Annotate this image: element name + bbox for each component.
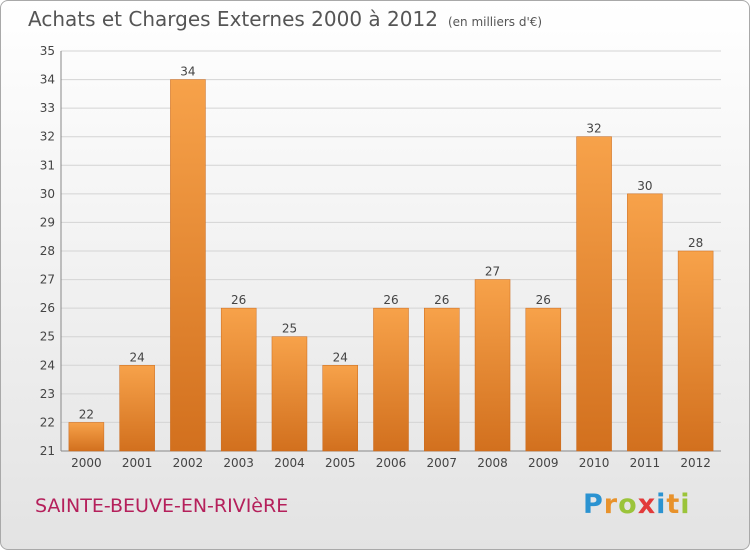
- value-label: 26: [231, 293, 246, 307]
- bar: [170, 79, 206, 452]
- y-tick-label: 22: [40, 415, 55, 429]
- value-label: 24: [333, 350, 348, 364]
- y-tick-label: 33: [40, 101, 55, 115]
- chart-title-text: Achats et Charges Externes 2000 à 2012: [28, 7, 438, 31]
- value-label: 25: [282, 322, 297, 336]
- chart-subtitle: (en milliers d'€): [447, 15, 543, 29]
- x-tick-label: 2000: [71, 456, 102, 470]
- y-tick-label: 26: [40, 301, 55, 315]
- y-tick-label: 23: [40, 387, 55, 401]
- bar: [677, 250, 714, 452]
- bar: [220, 307, 257, 452]
- proxiti-logo: Proxiti: [583, 489, 691, 520]
- bar: [271, 336, 308, 452]
- value-label: 26: [434, 293, 449, 307]
- y-tick-label: 30: [40, 187, 55, 201]
- y-tick-label: 25: [40, 330, 55, 344]
- bars: [68, 79, 714, 452]
- value-label: 34: [180, 65, 195, 79]
- x-tick-label: 2012: [680, 456, 711, 470]
- value-labels: 22 24 34 26 25 24 26 26 27 26 32 30 28: [79, 65, 704, 422]
- bar: [119, 365, 155, 452]
- value-label: 30: [637, 179, 652, 193]
- y-tick-label: 27: [40, 273, 55, 287]
- x-tick-label: 2001: [122, 456, 153, 470]
- bar: [373, 307, 409, 452]
- city-name: SAINTE-BEUVE-EN-RIVIèRE: [35, 495, 289, 517]
- value-label: 26: [536, 293, 551, 307]
- x-tick-label: 2002: [173, 456, 204, 470]
- x-tick-label: 2005: [325, 456, 356, 470]
- value-label: 26: [383, 293, 398, 307]
- y-tick-label: 31: [40, 158, 55, 172]
- y-tick-label: 34: [40, 73, 55, 87]
- bar: [424, 307, 460, 452]
- value-label: 24: [130, 350, 145, 364]
- x-tick-label: 2006: [376, 456, 407, 470]
- bar: [322, 365, 358, 452]
- x-tick-label: 2010: [579, 456, 610, 470]
- y-tick-label: 35: [40, 44, 55, 58]
- x-tick-label: 2003: [223, 456, 254, 470]
- bar: [525, 307, 562, 452]
- y-tick-label: 32: [40, 130, 55, 144]
- x-tick-label: 2011: [630, 456, 661, 470]
- y-tick-label: 21: [40, 444, 55, 458]
- y-tick-label: 28: [40, 244, 55, 258]
- x-tick-label: 2009: [528, 456, 559, 470]
- bar: [68, 422, 105, 452]
- chart-title: Achats et Charges Externes 2000 à 2012 (e…: [28, 7, 542, 31]
- bar: [576, 136, 612, 452]
- x-tick-label: 2008: [477, 456, 508, 470]
- value-label: 22: [79, 407, 94, 421]
- value-label: 27: [485, 265, 500, 279]
- x-tick-label: 2007: [426, 456, 457, 470]
- value-label: 28: [688, 236, 703, 250]
- y-tick-label: 24: [40, 358, 55, 372]
- x-tick-label: 2004: [274, 456, 305, 470]
- bar: [474, 279, 511, 452]
- bar: [627, 193, 663, 452]
- value-label: 32: [586, 122, 601, 136]
- y-tick-label: 29: [40, 215, 55, 229]
